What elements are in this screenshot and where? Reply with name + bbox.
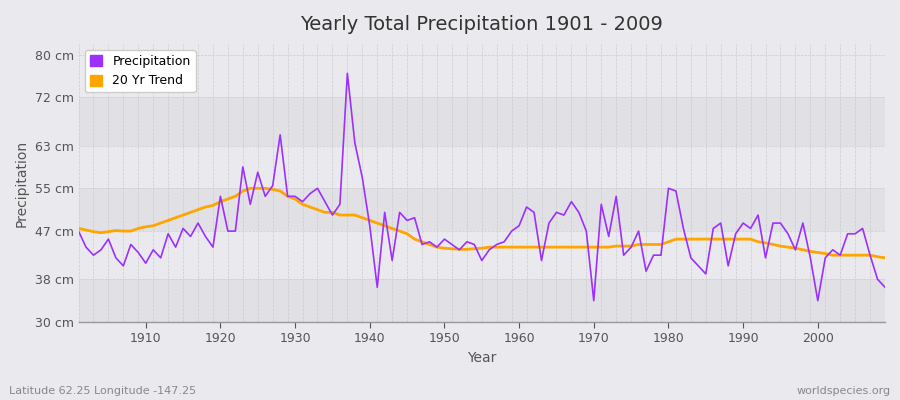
20 Yr Trend	[133, 226, 144, 231]
Bar	[78, 97, 885, 146]
Precipitation	[297, 199, 308, 204]
Line: Precipitation: Precipitation	[78, 73, 885, 301]
Bar	[78, 54, 885, 97]
20 Yr Trend	[349, 213, 360, 218]
Precipitation	[618, 253, 629, 258]
Precipitation	[73, 229, 84, 234]
20 Yr Trend	[245, 186, 256, 191]
Precipitation	[879, 285, 890, 290]
Bar	[78, 231, 885, 279]
Line: 20 Yr Trend: 20 Yr Trend	[78, 188, 885, 258]
Precipitation	[349, 140, 360, 145]
Precipitation	[589, 298, 599, 303]
Text: Latitude 62.25 Longitude -147.25: Latitude 62.25 Longitude -147.25	[9, 386, 196, 396]
Y-axis label: Precipitation: Precipitation	[15, 139, 29, 226]
Precipitation	[514, 223, 525, 228]
20 Yr Trend	[514, 245, 525, 250]
X-axis label: Year: Year	[467, 351, 497, 365]
Bar	[78, 279, 885, 322]
20 Yr Trend	[521, 245, 532, 250]
20 Yr Trend	[611, 244, 622, 248]
Text: worldspecies.org: worldspecies.org	[796, 386, 891, 396]
20 Yr Trend	[304, 205, 315, 210]
Bar	[78, 146, 885, 188]
20 Yr Trend	[879, 256, 890, 260]
20 Yr Trend	[73, 226, 84, 231]
Bar	[78, 188, 885, 231]
Title: Yearly Total Precipitation 1901 - 2009: Yearly Total Precipitation 1901 - 2009	[301, 15, 663, 34]
Precipitation	[133, 250, 144, 255]
Legend: Precipitation, 20 Yr Trend: Precipitation, 20 Yr Trend	[85, 50, 195, 92]
Precipitation	[521, 205, 532, 210]
Precipitation	[342, 71, 353, 76]
